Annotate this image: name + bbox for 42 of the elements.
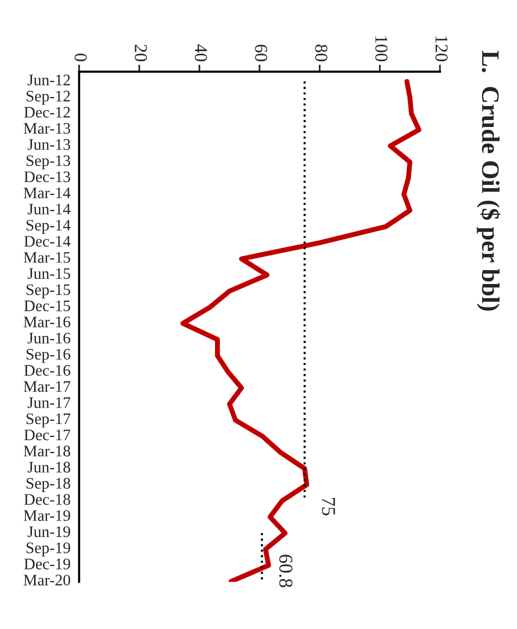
annotation: 60.8 bbox=[279, 554, 292, 588]
y-tick-label: Jun-15 bbox=[28, 268, 70, 279]
y-tick-label: Jun-18 bbox=[28, 462, 70, 473]
x-tick-label: 100 bbox=[375, 36, 388, 62]
y-tick-label: Sep-14 bbox=[26, 220, 71, 234]
x-tick-label: 60 bbox=[255, 44, 268, 62]
y-tick-label: Mar-18 bbox=[24, 446, 70, 456]
y-tick-label: Mar-13 bbox=[24, 123, 70, 134]
y-tick-label: Jun-19 bbox=[28, 526, 70, 538]
y-tick-label: Dec-13 bbox=[24, 171, 70, 182]
y-tick-label: Sep-18 bbox=[26, 478, 70, 492]
y-tick-label: Jun-17 bbox=[28, 397, 70, 408]
y-tick-label: Jun-12 bbox=[28, 74, 70, 86]
y-tick-label: Mar-20 bbox=[24, 574, 70, 586]
x-tick-label: 20 bbox=[134, 44, 147, 62]
y-tick-label: Jun-13 bbox=[28, 139, 70, 150]
x-tick-label: 40 bbox=[194, 44, 208, 62]
y-tick-label: Mar-16 bbox=[24, 316, 70, 328]
y-tick-label: Sep-15 bbox=[26, 284, 70, 298]
y-tick-label: Sep-17 bbox=[26, 413, 70, 428]
y-tick-label: Dec-17 bbox=[24, 430, 70, 440]
x-tick-label: 80 bbox=[315, 44, 328, 62]
y-tick-label: Dec-19 bbox=[24, 558, 70, 570]
y-tick-label: Jun-14 bbox=[28, 204, 71, 214]
y-tick-label: Mar-15 bbox=[24, 252, 70, 263]
y-tick-label: Dec-18 bbox=[24, 494, 70, 505]
y-tick-label: Dec-16 bbox=[24, 365, 70, 376]
y-tick-label: Sep-16 bbox=[26, 348, 70, 363]
y-tick-label: Sep-19 bbox=[26, 542, 70, 556]
annotation: 75 bbox=[322, 498, 335, 516]
y-tick-label: Mar-19 bbox=[24, 510, 70, 521]
y-tick-label: Dec-12 bbox=[24, 106, 70, 118]
x-tick-label: 0 bbox=[74, 54, 87, 62]
y-tick-label: Sep-12 bbox=[26, 90, 70, 105]
y-tick-label: Jun-16 bbox=[28, 332, 70, 344]
x-tick-label: 120 bbox=[435, 36, 448, 62]
y-tick-label: Mar-17 bbox=[24, 381, 70, 392]
y-tick-label: Dec-15 bbox=[24, 300, 70, 312]
y-tick-label: Mar-14 bbox=[24, 188, 71, 198]
y-tick-label: Sep-13 bbox=[26, 155, 70, 170]
y-tick-label: Dec-14 bbox=[24, 236, 71, 247]
text: L. Crude Oil ($ per bbl) bbox=[476, 50, 500, 311]
